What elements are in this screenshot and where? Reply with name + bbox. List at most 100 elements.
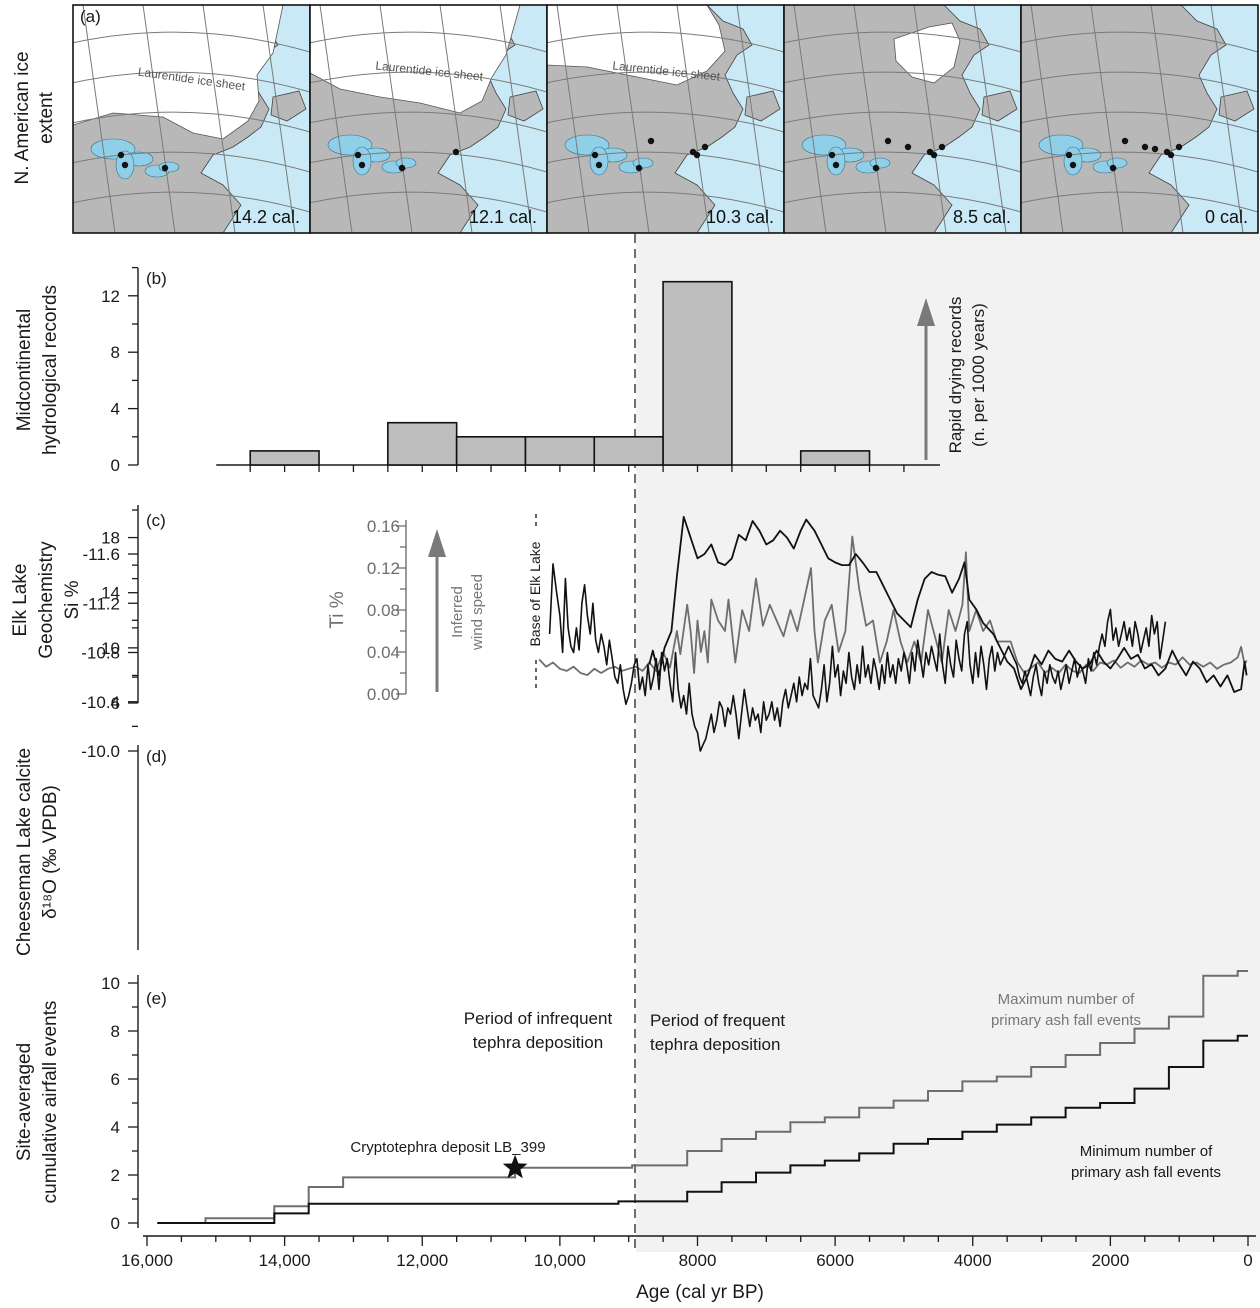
- site-dot: [904, 143, 912, 151]
- site-dot: [693, 151, 701, 159]
- panel-d-cheeseman: -10.0 -10.4 -10.8 -11.2 -11.6: [81, 545, 1167, 950]
- site-dot: [647, 137, 655, 145]
- ice-sheet: [310, 5, 521, 114]
- site-dot: [1121, 137, 1129, 145]
- airfall-y-tick-label: 2: [111, 1166, 120, 1185]
- longitude-line: [793, 5, 827, 233]
- latitude-line: [547, 31, 784, 53]
- airfall-y-tick-label: 4: [111, 1118, 120, 1137]
- x-tick-label: 0: [1243, 1251, 1252, 1270]
- wind-label-2: wind speed: [469, 574, 486, 651]
- map-land: [1021, 5, 1227, 233]
- max-events-line: [157, 970, 1248, 1224]
- map-time-label: 0 cal.: [1205, 207, 1248, 227]
- site-dot: [1175, 143, 1183, 151]
- latitude-line: [73, 111, 310, 133]
- ice-sheet: [547, 5, 726, 86]
- site-dot: [938, 143, 946, 151]
- lake: [826, 146, 846, 176]
- map-frame-3: 8.5 cal.: [783, 4, 1022, 234]
- site-dot: [121, 161, 129, 169]
- ice-sheet: [893, 22, 961, 84]
- site-dot: [1065, 151, 1073, 159]
- panel-d-ylabel-1: Cheeseman Lake calcite: [14, 748, 35, 956]
- panel-c-ylabel-3: Si %: [62, 580, 83, 619]
- latitude-line: [1021, 191, 1258, 213]
- wind-arrow: [428, 529, 446, 692]
- x-axis-label: Age (cal yr BP): [636, 1282, 764, 1303]
- latitude-line: [73, 71, 310, 93]
- panel-e-ylabel-1: Site-averaged: [14, 1043, 35, 1161]
- longitude-line: [202, 5, 236, 233]
- ti-y-tick-label: 0.04: [367, 643, 400, 662]
- x-tick-label: 12,000: [396, 1251, 448, 1270]
- panel-b-ylabel-2: hydrological records: [40, 285, 61, 455]
- x-tick-label: 4000: [954, 1251, 992, 1270]
- longitude-line: [973, 5, 1007, 233]
- infrequent-label-1: Period of infrequent: [464, 1009, 613, 1028]
- latitude-line: [73, 191, 310, 213]
- panel-a-ylabel-1: N. American ice: [12, 51, 33, 184]
- panel-b-y-tick-label: 0: [111, 456, 120, 475]
- longitude-line: [853, 5, 887, 233]
- histogram-bar: [524, 435, 596, 466]
- histogram-bar: [662, 280, 733, 466]
- panel-b-y-tick-label: 4: [111, 400, 120, 419]
- site-dot: [1151, 145, 1159, 153]
- airfall-y-tick-label: 8: [111, 1022, 120, 1041]
- panel-b-ylabel-1: Midcontinental: [14, 309, 35, 432]
- map-content: [73, 5, 310, 233]
- site-dot: [452, 148, 460, 156]
- longitude-line: [736, 5, 770, 233]
- panel-b-label: (b): [146, 269, 167, 288]
- site-dot: [117, 151, 125, 159]
- cryptotephra-star-marker: [502, 1154, 528, 1179]
- latitude-line: [1021, 111, 1258, 133]
- x-tick-label: 8000: [679, 1251, 717, 1270]
- map-content: [310, 5, 547, 233]
- ti-axis-label: Ti %: [327, 591, 348, 628]
- ti-y-tick-label: 0.16: [367, 517, 400, 536]
- si-y-tick-label: 14: [101, 584, 120, 603]
- panel-d-label: (d): [146, 747, 167, 766]
- map-frame-4: 0 cal.: [1020, 4, 1259, 234]
- map-content: [1021, 5, 1258, 233]
- panel-a-ylabel-2: extent: [36, 91, 57, 143]
- longitude-line: [913, 5, 947, 233]
- map-time-label: 12.1 cal.: [469, 207, 537, 227]
- site-dot: [828, 151, 836, 159]
- site-dot: [591, 151, 599, 159]
- airfall-y-tick-label: 0: [111, 1214, 120, 1233]
- map-island: [270, 90, 307, 122]
- histogram-bar: [593, 435, 664, 466]
- site-dot: [872, 164, 880, 172]
- lake: [352, 146, 372, 176]
- site-dot: [1167, 151, 1175, 159]
- latitude-line: [1021, 31, 1258, 53]
- latitude-line: [784, 71, 1021, 93]
- wind-label-1: Inferred: [449, 586, 466, 638]
- d18o-y-tick-label: -10.8: [81, 644, 120, 663]
- site-dot: [832, 161, 840, 169]
- d18o-y-tick-label: -10.4: [81, 693, 120, 712]
- latitude-line: [547, 151, 784, 173]
- si-y-tick-label: 10: [101, 639, 120, 658]
- lake: [395, 157, 417, 169]
- histogram-bar: [249, 450, 320, 466]
- map-island: [744, 90, 781, 122]
- d18o-y-tick-label: -10.0: [81, 742, 120, 761]
- site-dot: [884, 137, 892, 145]
- panel-e-airfall: 0 2 4 6 8 10: [101, 970, 1248, 1233]
- site-dot: [161, 164, 169, 172]
- frequent-label-2: tephra deposition: [650, 1035, 780, 1054]
- longitude-line: [676, 5, 710, 233]
- ti-y-tick-label: 0.12: [367, 559, 400, 578]
- ti-y-tick-label: 0.08: [367, 601, 400, 620]
- latitude-line: [547, 71, 784, 93]
- panel-a-label: (a): [80, 7, 101, 26]
- lake: [589, 146, 609, 176]
- latitude-line: [784, 151, 1021, 173]
- lake: [869, 157, 891, 169]
